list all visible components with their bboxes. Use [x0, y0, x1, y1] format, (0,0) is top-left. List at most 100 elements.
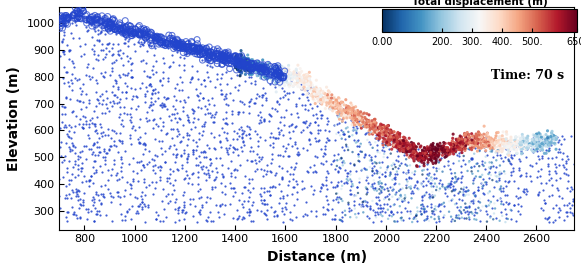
- Point: [374, 212, 383, 217]
- Point: [91, 17, 101, 21]
- Point: [413, 152, 422, 156]
- Point: [276, 75, 285, 79]
- Point: [260, 69, 269, 73]
- Point: [236, 69, 246, 73]
- Point: [272, 78, 281, 82]
- Point: [387, 147, 396, 151]
- Point: [490, 201, 499, 205]
- Point: [339, 108, 349, 112]
- Point: [217, 202, 226, 206]
- Point: [440, 150, 450, 154]
- Point: [90, 13, 99, 18]
- Point: [373, 131, 382, 136]
- Point: [345, 134, 354, 139]
- Point: [338, 163, 347, 167]
- Point: [310, 92, 319, 96]
- Point: [468, 139, 477, 143]
- Point: [260, 212, 270, 217]
- Point: [191, 204, 200, 208]
- Point: [265, 113, 274, 117]
- Point: [382, 155, 392, 160]
- Point: [101, 162, 110, 166]
- Point: [471, 141, 480, 146]
- Point: [493, 180, 502, 184]
- Point: [410, 154, 419, 159]
- Point: [478, 186, 487, 191]
- Point: [440, 149, 449, 153]
- Point: [117, 160, 127, 165]
- Point: [233, 146, 242, 151]
- Point: [235, 99, 245, 103]
- Point: [394, 147, 404, 151]
- Point: [231, 61, 241, 66]
- Point: [472, 134, 481, 138]
- Point: [438, 146, 447, 150]
- Point: [367, 169, 376, 173]
- Point: [467, 169, 476, 173]
- Point: [485, 160, 494, 164]
- Point: [475, 134, 485, 138]
- Point: [209, 219, 218, 223]
- Point: [264, 65, 273, 70]
- Point: [357, 202, 367, 207]
- Point: [271, 136, 281, 141]
- Point: [203, 75, 213, 79]
- Point: [375, 131, 384, 136]
- Point: [459, 189, 468, 193]
- Point: [369, 131, 378, 135]
- Point: [365, 123, 374, 128]
- Point: [299, 77, 308, 81]
- Point: [323, 99, 332, 104]
- Point: [127, 186, 136, 190]
- Point: [186, 80, 195, 84]
- Point: [377, 181, 386, 186]
- Point: [118, 124, 127, 128]
- Point: [265, 68, 274, 73]
- Point: [370, 160, 379, 164]
- Point: [133, 204, 142, 208]
- Point: [92, 145, 102, 150]
- Point: [372, 187, 382, 191]
- Point: [179, 190, 188, 195]
- Point: [147, 33, 156, 37]
- Point: [243, 66, 252, 70]
- Point: [533, 141, 543, 146]
- Point: [443, 184, 453, 189]
- Point: [248, 199, 257, 204]
- Point: [370, 128, 379, 133]
- Point: [329, 100, 338, 105]
- Point: [382, 130, 392, 134]
- Point: [88, 203, 98, 208]
- Point: [494, 176, 504, 180]
- Point: [306, 142, 315, 147]
- Point: [277, 76, 286, 80]
- Point: [114, 138, 124, 142]
- Point: [188, 150, 198, 154]
- Point: [217, 54, 227, 58]
- Point: [422, 152, 431, 157]
- Point: [185, 50, 194, 54]
- Point: [465, 136, 474, 140]
- Point: [206, 50, 216, 54]
- Point: [292, 77, 302, 81]
- Point: [134, 179, 143, 183]
- Point: [64, 47, 74, 52]
- Point: [115, 75, 124, 79]
- Point: [197, 167, 206, 171]
- Point: [327, 100, 336, 104]
- Point: [392, 144, 401, 149]
- Point: [158, 219, 167, 223]
- Point: [488, 142, 497, 147]
- Point: [59, 49, 69, 53]
- Point: [319, 91, 328, 95]
- Point: [453, 216, 462, 220]
- Point: [480, 137, 489, 141]
- Point: [264, 68, 273, 73]
- Point: [515, 145, 524, 149]
- Point: [348, 133, 357, 137]
- Point: [152, 59, 161, 63]
- Point: [372, 201, 381, 205]
- Point: [103, 42, 112, 47]
- Point: [147, 90, 156, 95]
- Point: [148, 64, 157, 68]
